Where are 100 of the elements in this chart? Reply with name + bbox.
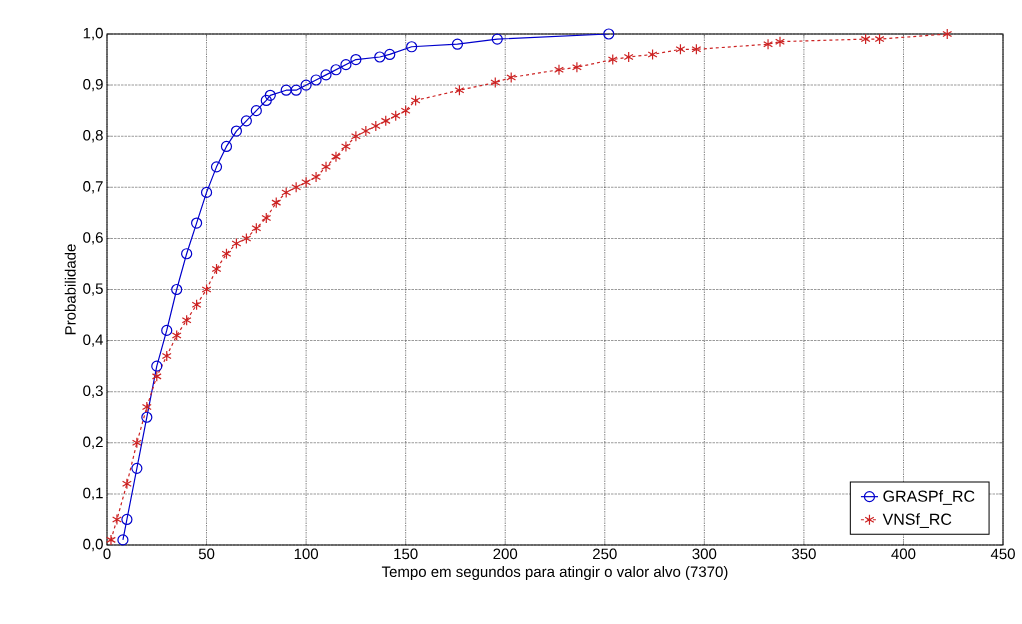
point	[131, 437, 142, 449]
point	[860, 33, 871, 45]
point	[350, 53, 362, 66]
point	[763, 38, 773, 50]
y-tick-label: 0,5	[83, 283, 103, 296]
point	[264, 89, 276, 101]
y-tick-label: 0,0	[83, 538, 103, 552]
point	[506, 71, 517, 84]
point	[775, 36, 785, 48]
y-tick-label: 0,4	[83, 334, 104, 347]
x-tick-label: 250	[593, 548, 617, 560]
point	[311, 171, 321, 183]
y-tick-label: 0,9	[83, 78, 103, 92]
x-tick-label: 450	[990, 548, 1015, 560]
point	[340, 59, 352, 71]
point	[607, 53, 618, 66]
x-axis-title: Tempo em segundos para atingir o valor alvo (7370)	[381, 566, 728, 580]
point	[451, 38, 464, 50]
point	[390, 110, 401, 122]
point	[251, 222, 262, 234]
point	[454, 84, 465, 96]
y-tick-label: 0,3	[83, 385, 103, 398]
point	[151, 360, 163, 372]
point	[341, 140, 351, 153]
point	[554, 64, 564, 76]
point	[280, 84, 292, 96]
x-tick-label: 300	[692, 548, 717, 560]
point	[571, 61, 582, 73]
y-tick-label: 0,6	[83, 232, 103, 245]
point	[171, 283, 183, 296]
point	[141, 401, 152, 413]
point	[121, 478, 132, 490]
point	[320, 69, 332, 81]
point	[310, 74, 322, 86]
y-tick-label: 0,8	[83, 130, 103, 143]
point	[271, 197, 282, 209]
point	[331, 151, 341, 163]
point	[360, 125, 371, 137]
x-tick-label: 0	[103, 548, 111, 560]
point	[490, 76, 501, 89]
point	[211, 263, 222, 275]
point	[942, 28, 953, 40]
legend-label: GRASPf_RC	[883, 490, 975, 505]
point	[121, 513, 133, 526]
point	[151, 370, 162, 382]
point	[874, 33, 885, 45]
point	[321, 161, 331, 173]
x-tick-label: 150	[394, 548, 418, 560]
point	[250, 105, 262, 117]
x-tick-label: 50	[198, 548, 215, 560]
point	[230, 125, 243, 137]
point	[161, 350, 172, 362]
point	[400, 105, 411, 117]
point	[240, 115, 252, 127]
point	[281, 186, 292, 199]
point	[603, 28, 615, 40]
point	[675, 43, 686, 55]
point	[300, 79, 312, 91]
point	[231, 237, 242, 250]
legend-label: VNSf_RC	[882, 513, 952, 528]
point	[117, 534, 129, 546]
point	[112, 513, 122, 526]
point	[221, 248, 232, 260]
point	[350, 130, 361, 142]
point	[200, 186, 213, 199]
y-tick-label: 0,1	[83, 487, 103, 501]
point	[181, 248, 193, 260]
point	[623, 51, 634, 63]
point	[380, 115, 391, 127]
point	[131, 462, 143, 474]
y-tick-label: 0,2	[83, 436, 103, 449]
point	[691, 43, 702, 55]
x-tick-label: 350	[791, 548, 816, 560]
point	[141, 411, 153, 423]
y-tick-label: 1,0	[83, 27, 103, 41]
point	[201, 283, 212, 296]
x-tick-label: 100	[294, 548, 319, 560]
point	[191, 299, 202, 311]
point	[161, 324, 173, 336]
point	[384, 48, 396, 61]
point	[260, 94, 272, 107]
point	[491, 33, 503, 45]
point	[406, 41, 418, 53]
point	[191, 217, 203, 229]
x-tick-label: 200	[493, 548, 518, 560]
point	[106, 534, 116, 546]
point	[330, 64, 342, 76]
point	[301, 176, 312, 188]
y-tick-label: 0,7	[83, 181, 103, 194]
point	[241, 232, 252, 244]
point	[291, 181, 302, 193]
point	[410, 94, 421, 107]
point	[181, 314, 192, 326]
point	[647, 48, 658, 61]
y-axis-title: Probabilidade	[64, 244, 76, 335]
point	[210, 161, 223, 173]
point	[261, 212, 272, 224]
point	[374, 51, 386, 63]
point	[290, 84, 302, 96]
point	[220, 140, 233, 153]
